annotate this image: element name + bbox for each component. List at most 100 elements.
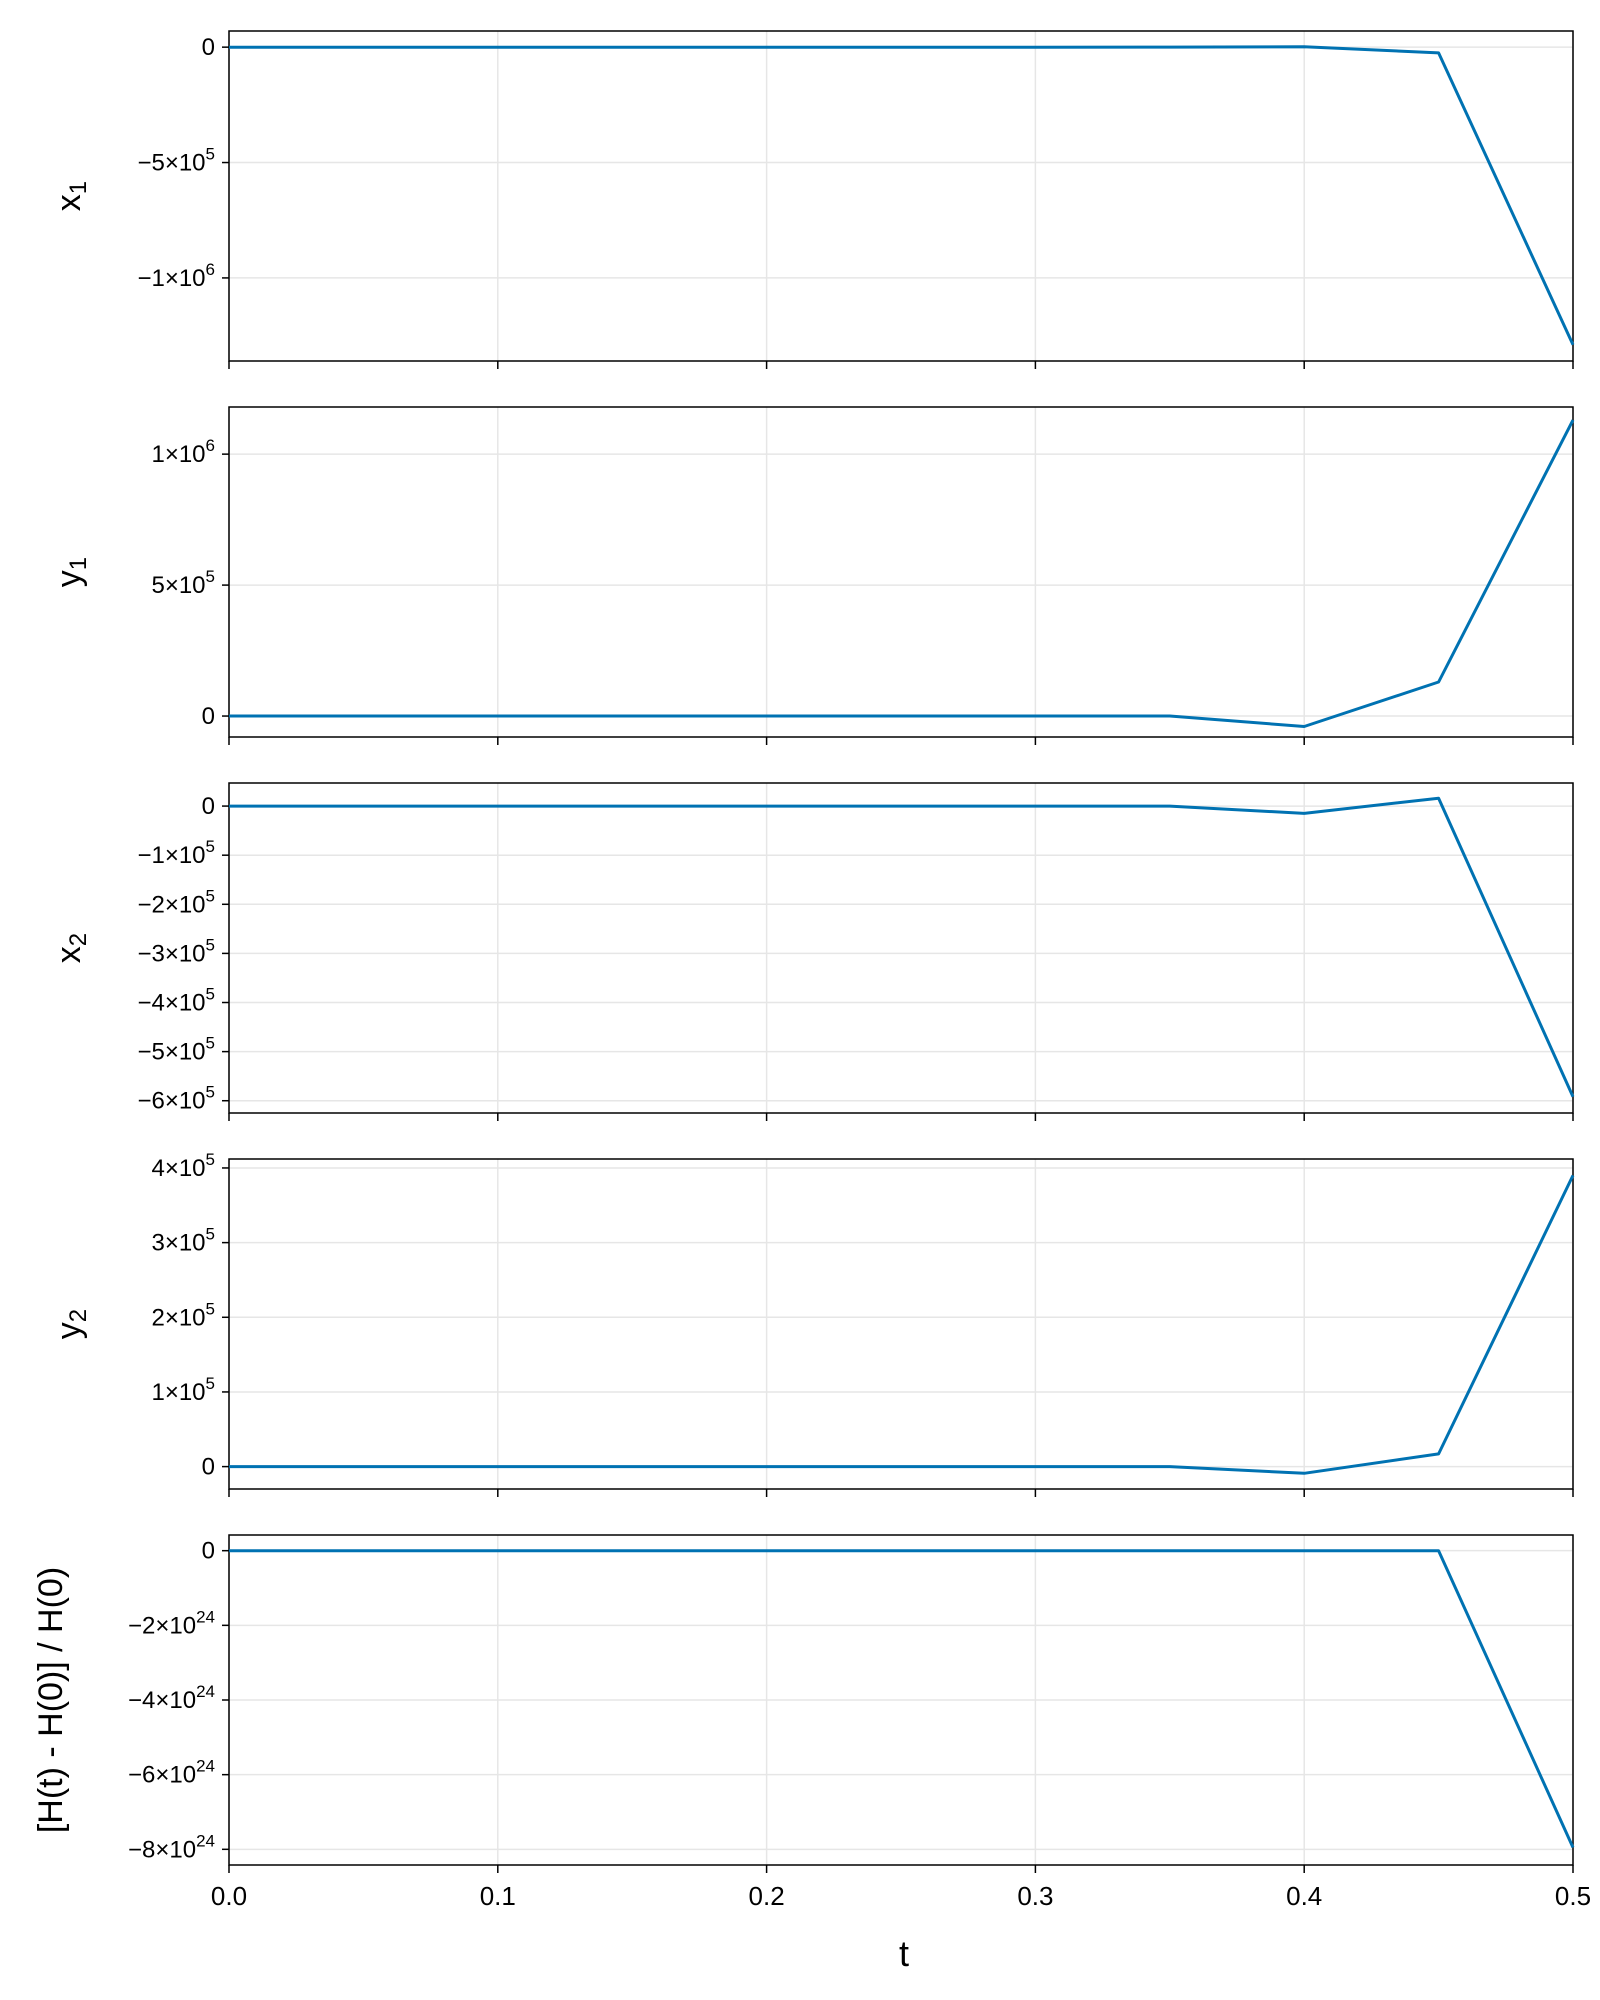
x-tick-label: 0.3 bbox=[1017, 1881, 1053, 1911]
y-tick-label: −1×105 bbox=[137, 837, 215, 869]
data-point bbox=[1035, 1466, 1036, 1467]
data-point bbox=[1035, 716, 1036, 717]
data-point bbox=[766, 716, 767, 717]
data-point bbox=[1573, 420, 1574, 421]
data-point bbox=[363, 806, 364, 807]
y-tick-label: −8×1024 bbox=[128, 1831, 215, 1863]
data-point bbox=[229, 47, 230, 48]
data-point bbox=[1573, 344, 1574, 345]
data-point bbox=[1438, 798, 1439, 799]
y-tick-label: 5×105 bbox=[151, 567, 215, 599]
data-point bbox=[1438, 1453, 1439, 1454]
data-point bbox=[1573, 1096, 1574, 1097]
data-point bbox=[1035, 47, 1036, 48]
data-point bbox=[1573, 1175, 1574, 1176]
x-tick-label: 0.1 bbox=[480, 1881, 516, 1911]
data-point bbox=[632, 47, 633, 48]
data-point bbox=[497, 47, 498, 48]
data-point bbox=[1304, 813, 1305, 814]
y-tick-label: −4×105 bbox=[137, 985, 215, 1017]
data-point bbox=[229, 1466, 230, 1467]
data-point bbox=[1304, 1473, 1305, 1474]
y-tick-label: 3×105 bbox=[151, 1225, 215, 1257]
data-point bbox=[901, 716, 902, 717]
data-point bbox=[497, 1466, 498, 1467]
data-point bbox=[229, 716, 230, 717]
data-point bbox=[229, 1550, 230, 1551]
data-point bbox=[497, 716, 498, 717]
plot-frame bbox=[228, 406, 1574, 738]
data-point bbox=[1035, 806, 1036, 807]
data-point bbox=[1304, 726, 1305, 727]
y-tick-label: 0 bbox=[202, 1538, 215, 1565]
y-tick-label: 1×105 bbox=[151, 1374, 215, 1406]
data-point bbox=[1304, 46, 1305, 47]
data-point bbox=[766, 1550, 767, 1551]
data-point bbox=[632, 1466, 633, 1467]
series-line bbox=[229, 45, 1575, 346]
data-point bbox=[363, 47, 364, 48]
data-point bbox=[632, 806, 633, 807]
plot-frame bbox=[228, 1158, 1574, 1490]
data-point bbox=[1438, 682, 1439, 683]
y-tick-label: −5×105 bbox=[137, 1034, 215, 1066]
y-tick-label: 1×106 bbox=[151, 436, 215, 468]
y-tick-label: −1×106 bbox=[137, 260, 215, 292]
data-point bbox=[901, 1466, 902, 1467]
data-point bbox=[363, 1550, 364, 1551]
y-tick-label: −2×1024 bbox=[128, 1607, 215, 1639]
data-point bbox=[497, 806, 498, 807]
data-point bbox=[766, 1466, 767, 1467]
data-point bbox=[497, 1550, 498, 1551]
data-point bbox=[1169, 1550, 1170, 1551]
data-point bbox=[363, 716, 364, 717]
x-axis-label: t bbox=[899, 1933, 909, 1974]
x-tick-label: 0.4 bbox=[1286, 1881, 1322, 1911]
data-point bbox=[363, 1466, 364, 1467]
series-line bbox=[229, 419, 1575, 728]
y-tick-label: −2×105 bbox=[137, 886, 215, 918]
y-tick-label: 0 bbox=[202, 34, 215, 61]
y-axis-label: [H(t) - H(0)] / H(0) bbox=[32, 1567, 70, 1833]
data-point bbox=[229, 806, 230, 807]
data-point bbox=[1035, 1550, 1036, 1551]
data-point bbox=[632, 1550, 633, 1551]
data-point bbox=[1304, 1550, 1305, 1551]
data-point bbox=[901, 1550, 902, 1551]
y-tick-label: −6×105 bbox=[137, 1083, 215, 1115]
series-line bbox=[229, 796, 1575, 1098]
x-tick-label: 0.0 bbox=[211, 1881, 247, 1911]
y-tick-label: 4×105 bbox=[151, 1150, 215, 1182]
data-point bbox=[1169, 715, 1170, 716]
x-tick-label: 0.2 bbox=[749, 1881, 785, 1911]
data-point bbox=[632, 716, 633, 717]
y-tick-label: 2×105 bbox=[151, 1299, 215, 1331]
y-tick-label: 0 bbox=[202, 703, 215, 730]
chart-panel-1: 0 −5×105 −1×106 x1 bbox=[50, 30, 1575, 369]
data-point bbox=[766, 806, 767, 807]
y-tick-label: 0 bbox=[202, 793, 215, 820]
y-tick-label: −5×105 bbox=[137, 145, 215, 177]
data-point bbox=[1169, 47, 1170, 48]
data-point bbox=[1438, 1550, 1439, 1551]
series-line bbox=[229, 1174, 1575, 1475]
data-point bbox=[901, 806, 902, 807]
data-point bbox=[1169, 1466, 1170, 1467]
plot-frame bbox=[228, 1534, 1574, 1866]
data-point bbox=[1573, 1847, 1574, 1848]
data-point bbox=[766, 47, 767, 48]
panels: 0−5×105−1×106x105×1051×106y10−1×105−2×10… bbox=[32, 30, 1591, 1911]
y-axis-label: x1 bbox=[50, 181, 92, 211]
plot-frame bbox=[228, 782, 1574, 1114]
plot-frame bbox=[228, 30, 1574, 362]
data-point bbox=[1438, 52, 1439, 53]
data-point bbox=[901, 47, 902, 48]
series-line bbox=[229, 1549, 1575, 1849]
y-tick-label: 0 bbox=[202, 1454, 215, 1481]
data-point bbox=[1169, 806, 1170, 807]
y-tick-label: −3×105 bbox=[137, 935, 215, 967]
